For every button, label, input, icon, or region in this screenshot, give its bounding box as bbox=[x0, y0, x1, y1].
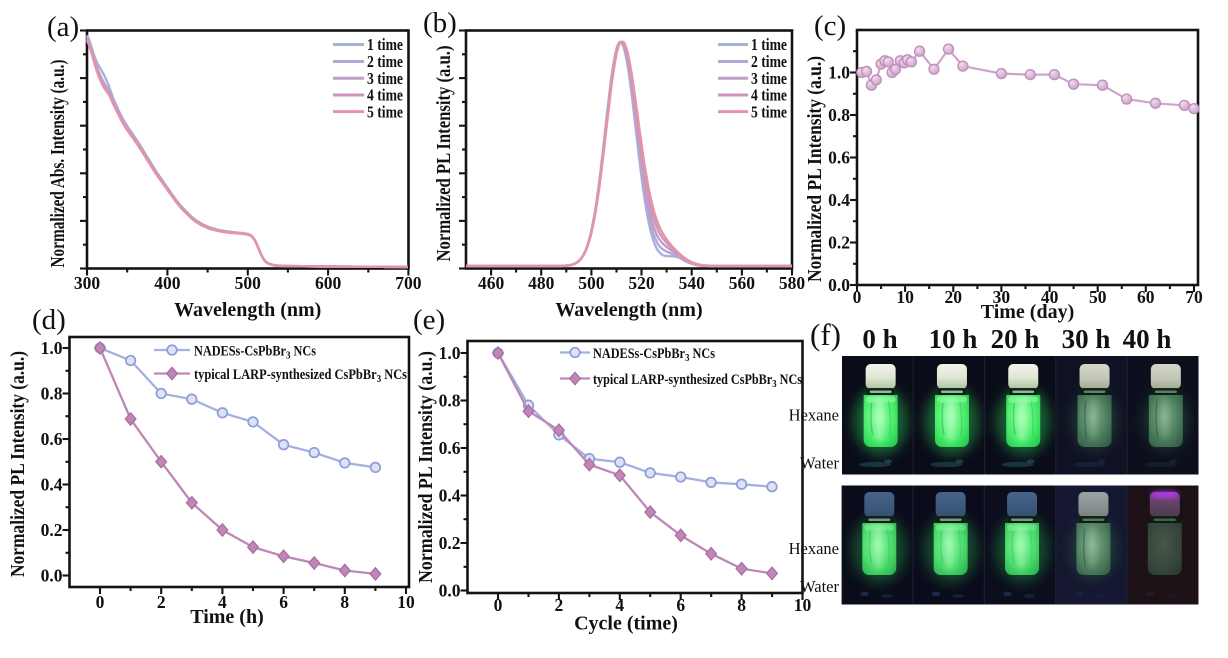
svg-text:0.8: 0.8 bbox=[828, 105, 850, 125]
svg-text:1 time: 1 time bbox=[367, 35, 403, 54]
svg-text:(f): (f) bbox=[810, 317, 841, 352]
svg-text:30: 30 bbox=[993, 287, 1011, 307]
svg-text:NADESs-CsPbBr3 NCs: NADESs-CsPbBr3 NCs bbox=[593, 346, 715, 364]
svg-text:2 time: 2 time bbox=[751, 52, 787, 71]
svg-text:0 h: 0 h bbox=[862, 324, 897, 354]
svg-text:1.0: 1.0 bbox=[828, 63, 850, 83]
svg-text:0.8: 0.8 bbox=[439, 391, 461, 411]
svg-text:0.6: 0.6 bbox=[41, 429, 63, 449]
svg-text:10 h: 10 h bbox=[929, 324, 978, 354]
svg-text:520: 520 bbox=[628, 273, 655, 293]
svg-text:0.0: 0.0 bbox=[439, 581, 461, 601]
svg-text:(d): (d) bbox=[32, 304, 66, 336]
svg-text:(e): (e) bbox=[413, 304, 445, 336]
svg-text:(c): (c) bbox=[814, 10, 846, 42]
svg-text:Normalized PL Intensity (a.u.): Normalized PL Intensity (a.u.) bbox=[805, 56, 826, 282]
svg-text:typical LARP-synthesized CsPbB: typical LARP-synthesized CsPbBr3 NCs bbox=[593, 372, 802, 390]
svg-text:Normalized PL Intensity (a.u.): Normalized PL Intensity (a.u.) bbox=[434, 46, 455, 262]
svg-text:560: 560 bbox=[729, 273, 756, 293]
svg-text:6: 6 bbox=[676, 595, 685, 615]
svg-text:70: 70 bbox=[1185, 287, 1203, 307]
svg-text:40 h: 40 h bbox=[1123, 324, 1172, 354]
svg-text:(a): (a) bbox=[47, 11, 79, 43]
svg-text:540: 540 bbox=[679, 273, 706, 293]
svg-text:1.0: 1.0 bbox=[41, 338, 63, 358]
svg-text:0.2: 0.2 bbox=[439, 533, 461, 553]
svg-text:480: 480 bbox=[528, 273, 555, 293]
svg-text:5 time: 5 time bbox=[367, 102, 403, 121]
svg-text:8: 8 bbox=[340, 592, 349, 612]
svg-text:3 time: 3 time bbox=[367, 69, 403, 88]
svg-text:700: 700 bbox=[395, 273, 422, 293]
svg-text:(b): (b) bbox=[423, 7, 457, 39]
svg-text:0: 0 bbox=[494, 595, 503, 615]
svg-text:60: 60 bbox=[1137, 287, 1155, 307]
svg-text:0.4: 0.4 bbox=[439, 486, 461, 506]
svg-text:500: 500 bbox=[578, 273, 605, 293]
svg-text:6: 6 bbox=[279, 592, 288, 612]
svg-text:0.2: 0.2 bbox=[41, 520, 63, 540]
svg-text:Time (day): Time (day) bbox=[981, 301, 1075, 323]
svg-text:Water: Water bbox=[800, 577, 839, 596]
svg-text:4 time: 4 time bbox=[367, 86, 403, 105]
svg-text:typical LARP-synthesized CsPbB: typical LARP-synthesized CsPbBr3 NCs bbox=[194, 367, 407, 385]
svg-text:0.2: 0.2 bbox=[828, 233, 850, 253]
svg-text:8: 8 bbox=[737, 595, 746, 615]
svg-text:30 h: 30 h bbox=[1062, 324, 1111, 354]
svg-text:Wavelength (nm): Wavelength (nm) bbox=[555, 299, 702, 321]
svg-text:10: 10 bbox=[896, 287, 914, 307]
svg-text:0.4: 0.4 bbox=[41, 475, 63, 495]
svg-text:10: 10 bbox=[397, 592, 415, 612]
svg-text:0.0: 0.0 bbox=[828, 275, 850, 295]
svg-text:2: 2 bbox=[157, 592, 166, 612]
svg-text:Water: Water bbox=[800, 454, 839, 473]
svg-text:Hexane: Hexane bbox=[789, 406, 839, 425]
svg-text:0.8: 0.8 bbox=[41, 384, 63, 404]
svg-text:0: 0 bbox=[96, 592, 105, 612]
svg-text:4: 4 bbox=[615, 595, 624, 615]
svg-text:460: 460 bbox=[478, 273, 505, 293]
svg-text:Cycle (time): Cycle (time) bbox=[574, 613, 678, 635]
svg-text:Wavelength (nm): Wavelength (nm) bbox=[174, 299, 321, 321]
svg-text:20: 20 bbox=[945, 287, 963, 307]
svg-text:2 time: 2 time bbox=[367, 52, 403, 71]
svg-text:Normalized PL Intensity (a.u.): Normalized PL Intensity (a.u.) bbox=[416, 351, 437, 583]
svg-text:300: 300 bbox=[74, 273, 101, 293]
svg-text:0.6: 0.6 bbox=[439, 438, 461, 458]
svg-text:2: 2 bbox=[555, 595, 564, 615]
svg-text:600: 600 bbox=[315, 273, 342, 293]
svg-text:10: 10 bbox=[794, 595, 812, 615]
svg-text:NADESs-CsPbBr3 NCs: NADESs-CsPbBr3 NCs bbox=[194, 344, 316, 362]
svg-text:1 time: 1 time bbox=[751, 35, 787, 54]
svg-text:580: 580 bbox=[779, 273, 806, 293]
svg-text:4: 4 bbox=[218, 592, 227, 612]
svg-text:0.4: 0.4 bbox=[828, 190, 850, 210]
svg-text:Normalized Abs. Intensity (a.u: Normalized Abs. Intensity (a.u.) bbox=[48, 60, 69, 268]
svg-text:5 time: 5 time bbox=[751, 102, 787, 121]
svg-text:3 time: 3 time bbox=[751, 69, 787, 88]
svg-text:40: 40 bbox=[1041, 287, 1059, 307]
svg-text:1.0: 1.0 bbox=[439, 343, 461, 363]
svg-text:50: 50 bbox=[1089, 287, 1107, 307]
svg-text:400: 400 bbox=[154, 273, 181, 293]
svg-text:Time (h): Time (h) bbox=[190, 606, 264, 628]
svg-text:0: 0 bbox=[853, 287, 862, 307]
svg-text:Normalized PL Intensity (a.u.): Normalized PL Intensity (a.u.) bbox=[8, 351, 29, 577]
svg-text:4 time: 4 time bbox=[751, 86, 787, 105]
svg-text:0.0: 0.0 bbox=[41, 566, 63, 586]
svg-text:Hexane: Hexane bbox=[789, 539, 839, 558]
svg-text:0.6: 0.6 bbox=[828, 148, 850, 168]
svg-text:20 h: 20 h bbox=[991, 324, 1040, 354]
svg-text:500: 500 bbox=[235, 273, 262, 293]
